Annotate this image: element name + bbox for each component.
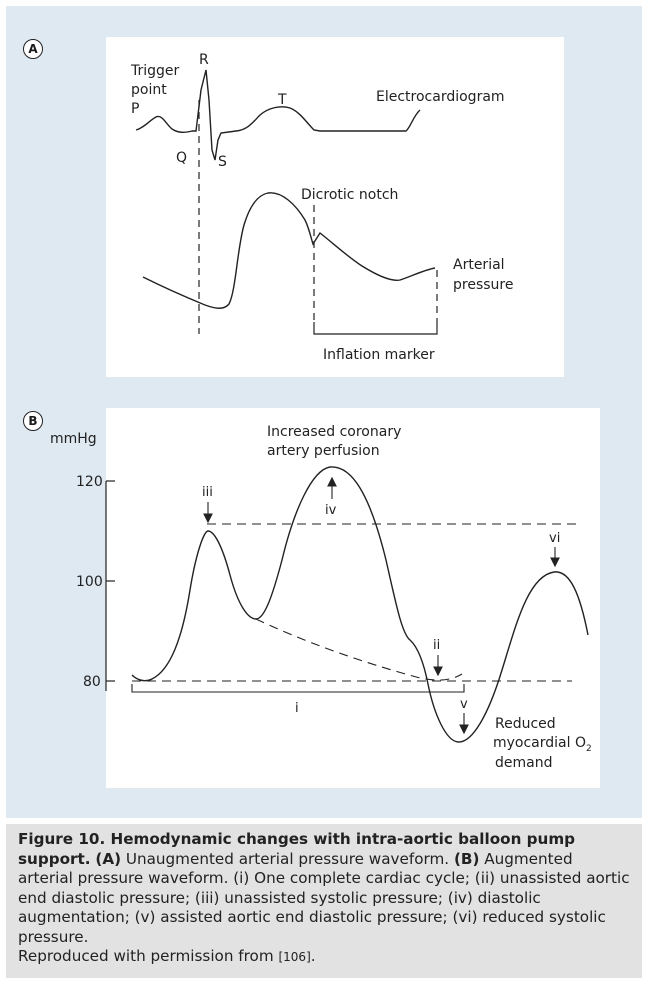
s-wave-label: S: [218, 154, 227, 170]
panel-a-background: [106, 37, 564, 377]
inflation-marker-label: Inflation marker: [323, 347, 435, 363]
arrow-iv: [327, 476, 337, 499]
caption-b-text: Augmented arterial pressure waveform. (i…: [18, 849, 630, 946]
o2-subscript: 2: [586, 744, 592, 754]
arterial-pressure-label-line2: pressure: [453, 277, 513, 293]
caption-period: .: [310, 947, 316, 965]
caption-reproduced-text: Reproduced with permission from: [18, 947, 274, 965]
perfusion-label-line2: artery perfusion: [267, 443, 380, 459]
marker-ii-label: ii: [433, 638, 440, 653]
r-wave-label: R: [199, 52, 209, 68]
caption-reference: [106]: [278, 950, 311, 964]
reduced-demand-label-line2: myocardial O2: [493, 735, 592, 754]
unassisted-decay-dashed-curve: [255, 618, 463, 681]
y-tick-label-80: 80: [83, 674, 101, 690]
inflation-marker-bracket: [313, 322, 438, 335]
ecg-trace: [135, 69, 421, 161]
arterial-pressure-label-line1: Arterial: [453, 257, 505, 273]
y-tick-label-120: 120: [76, 474, 103, 490]
ecg-label: Electrocardiogram: [376, 89, 505, 105]
panel-a-badge: A: [23, 39, 43, 59]
caption-title: Figure 10. Hemodynamic changes with intr…: [18, 830, 576, 868]
arrow-ii: [433, 655, 443, 677]
augmented-pressure-waveform: [131, 466, 589, 743]
marker-iv-label: iv: [325, 503, 337, 518]
y-tick-label-100: 100: [76, 574, 103, 590]
marker-iii-label: iii: [202, 485, 213, 500]
caption-a-label: (A): [95, 849, 122, 868]
reduced-demand-label-line3: demand: [495, 755, 552, 771]
dicrotic-notch-label: Dicrotic notch: [301, 187, 398, 203]
perfusion-label-line1: Increased coronary: [267, 424, 401, 440]
trigger-point-label-line1: Trigger: [130, 63, 180, 79]
marker-i-label: i: [295, 701, 299, 716]
unit-label: mmHg: [50, 431, 97, 447]
figure-caption: Figure 10. Hemodynamic changes with intr…: [6, 824, 642, 978]
q-wave-label: Q: [176, 150, 187, 166]
arrow-iii: [203, 502, 213, 524]
marker-v-label: v: [460, 697, 468, 712]
marker-vi-label: vi: [549, 531, 560, 546]
arrow-vi: [550, 547, 560, 568]
arrow-v: [459, 713, 469, 735]
p-wave-label: P: [131, 101, 139, 117]
panel-b-badge: B: [23, 411, 43, 431]
cardiac-cycle-bracket: [131, 684, 465, 693]
t-wave-label: T: [277, 92, 287, 108]
caption-a-text: Unaugmented arterial pressure waveform.: [125, 849, 450, 868]
caption-b-label: (B): [453, 849, 480, 868]
trigger-point-label-line2: point: [131, 82, 167, 98]
arterial-pressure-trace: [142, 192, 436, 309]
reduced-demand-label-line1: Reduced: [495, 716, 556, 732]
